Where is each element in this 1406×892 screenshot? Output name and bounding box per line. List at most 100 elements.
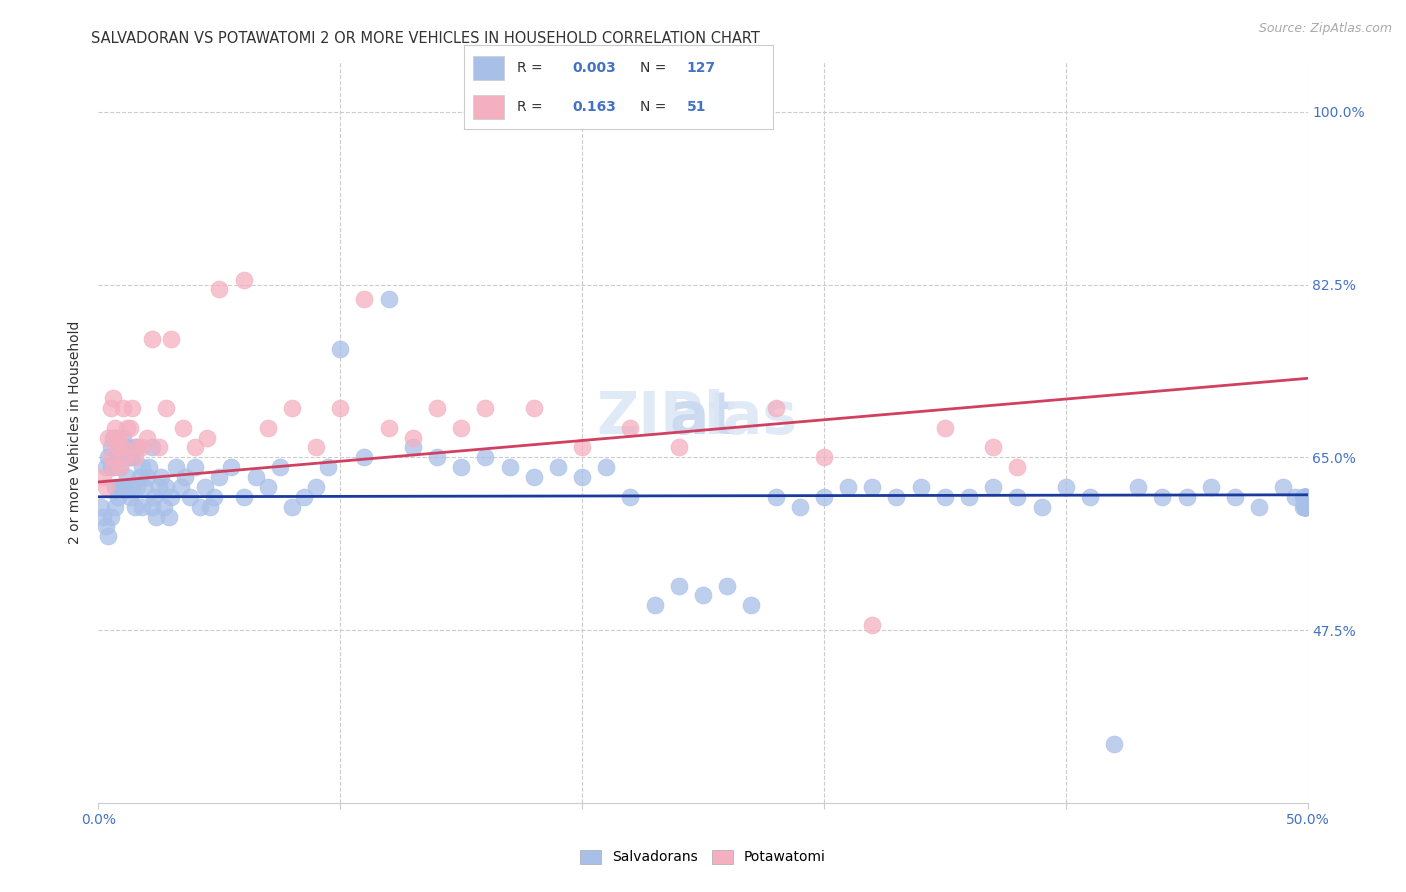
Point (194, 480, 217, 494)
Point (101, 460, 124, 475)
Point (121, 401, 143, 415)
Point (981, 480, 1004, 494)
Point (124, 450, 146, 465)
Point (184, 441, 207, 455)
Point (143, 490, 166, 504)
Point (377, 420, 399, 434)
Point (402, 441, 425, 455)
Point (1102, 737, 1125, 751)
Point (100, 450, 122, 465)
Point (97, 529, 120, 543)
Y-axis label: 2 or more Vehicles in Household: 2 or more Vehicles in Household (69, 321, 83, 544)
Point (716, 579, 738, 593)
Point (179, 490, 201, 504)
Point (1294, 490, 1316, 504)
Point (111, 401, 134, 415)
Point (837, 480, 859, 494)
FancyBboxPatch shape (474, 95, 505, 120)
Point (1272, 480, 1295, 494)
Point (692, 589, 714, 603)
Point (1007, 460, 1029, 475)
Legend: Salvadorans, Potawatomi: Salvadorans, Potawatomi (575, 844, 831, 870)
Point (114, 480, 136, 494)
Point (157, 509, 180, 524)
Point (124, 500, 146, 514)
Point (1294, 500, 1316, 514)
Point (155, 480, 177, 494)
Point (305, 441, 328, 455)
Point (1294, 490, 1316, 504)
Point (94, 519, 117, 533)
Point (1294, 490, 1316, 504)
Point (1294, 500, 1316, 514)
Point (108, 460, 131, 475)
Point (1223, 490, 1246, 504)
Point (121, 480, 143, 494)
Point (281, 401, 304, 415)
Point (474, 450, 496, 465)
Point (450, 420, 472, 434)
Point (104, 420, 127, 434)
Point (523, 401, 546, 415)
Point (184, 460, 207, 475)
Text: ZIP: ZIP (596, 389, 703, 446)
Point (150, 470, 173, 484)
Point (94, 480, 117, 494)
Point (100, 441, 122, 455)
Point (118, 490, 141, 504)
Point (169, 480, 191, 494)
Point (107, 431, 129, 445)
Text: 0.163: 0.163 (572, 100, 616, 114)
Point (644, 599, 666, 613)
Point (117, 420, 139, 434)
Point (668, 441, 690, 455)
Point (134, 480, 156, 494)
Text: las: las (703, 389, 797, 446)
Point (860, 618, 883, 632)
Point (1199, 480, 1222, 494)
Point (619, 420, 641, 434)
Point (1294, 500, 1316, 514)
Point (619, 490, 641, 504)
Point (107, 450, 129, 465)
Point (90, 500, 112, 514)
Point (1152, 490, 1174, 504)
Point (1292, 500, 1315, 514)
Point (117, 470, 139, 484)
Point (292, 490, 315, 504)
Point (208, 470, 231, 484)
Point (172, 420, 194, 434)
Point (498, 460, 520, 475)
Point (165, 460, 187, 475)
Point (100, 401, 122, 415)
Point (547, 460, 569, 475)
Point (208, 283, 231, 297)
Point (100, 509, 122, 524)
Point (107, 490, 129, 504)
Point (523, 470, 546, 484)
Point (269, 460, 291, 475)
Point (107, 441, 129, 455)
Point (981, 441, 1004, 455)
Point (256, 420, 278, 434)
Text: Source: ZipAtlas.com: Source: ZipAtlas.com (1258, 22, 1392, 36)
Text: 0.003: 0.003 (572, 62, 616, 75)
Point (114, 450, 136, 465)
Text: R =: R = (516, 62, 543, 75)
Point (135, 470, 157, 484)
Point (329, 342, 352, 356)
Point (957, 490, 980, 504)
Text: N =: N = (640, 62, 666, 75)
Point (148, 480, 170, 494)
Point (886, 490, 908, 504)
Point (316, 460, 339, 475)
Point (426, 450, 449, 465)
Point (141, 332, 163, 346)
Point (1294, 490, 1316, 504)
Point (145, 509, 167, 524)
Point (256, 480, 278, 494)
Point (195, 431, 218, 445)
Text: N =: N = (640, 100, 666, 114)
Point (910, 480, 932, 494)
FancyBboxPatch shape (474, 56, 505, 80)
